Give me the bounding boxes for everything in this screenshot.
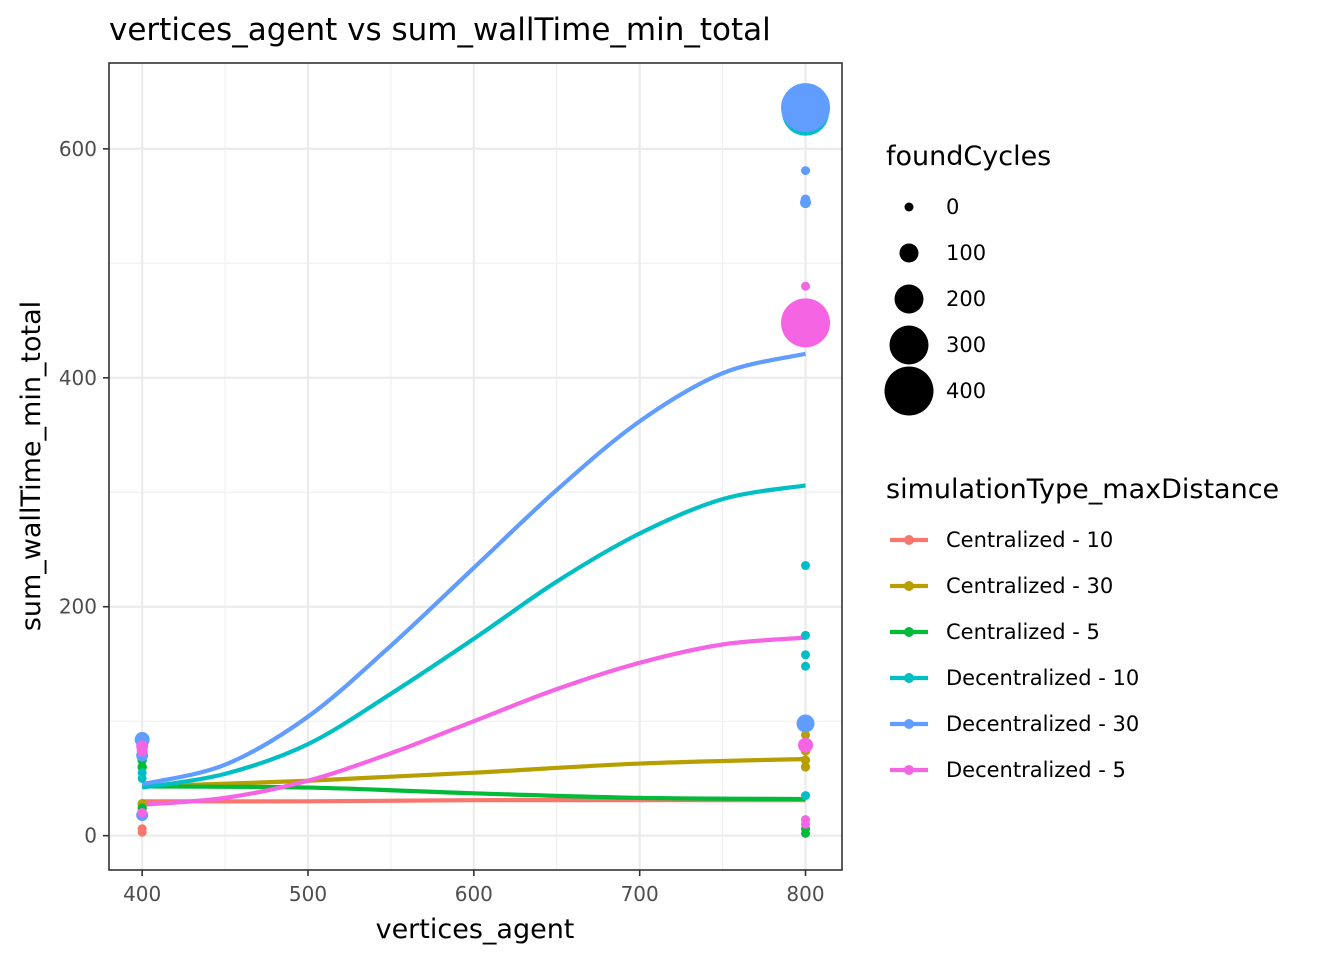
data-point-decentralized-5 [136,745,148,757]
data-point-decentralized-10 [801,650,811,660]
x-tick-label: 500 [289,882,327,906]
data-point-centralized-30 [800,755,811,765]
data-point-decentralized-30 [796,714,815,733]
data-point-centralized-30 [801,730,811,740]
y-tick-label: 600 [59,137,97,161]
y-tick-label: 0 [84,824,97,848]
plot-border [108,62,843,871]
color-legend-key-dot [904,719,914,729]
trend-lines [141,351,806,807]
color-legend-label: Centralized - 30 [946,574,1113,598]
trend-line-decentralized-5 [141,635,806,807]
data-point-centralized-5 [801,828,811,838]
data-point-decentralized-10 [801,791,811,801]
size-legend-key [904,202,914,212]
color-legend-key-dot [904,581,914,591]
size-legend-key [899,243,919,263]
data-point-decentralized-10 [801,630,811,640]
color-legend-label: Decentralized - 5 [946,758,1126,782]
data-point-decentralized-30 [781,83,831,133]
size-legend-label: 200 [946,287,986,311]
data-point-decentralized-5 [137,808,147,818]
x-tick-label: 800 [786,882,824,906]
data-point-decentralized-10 [801,561,811,571]
color-legend-label: Decentralized - 30 [946,712,1139,736]
data-point-decentralized-5 [798,737,814,753]
color-legend-title: simulationType_maxDistance [886,474,1279,505]
y-axis-title: sum_wallTime_min_total [16,301,47,631]
color-legend-label: Centralized - 5 [946,620,1100,644]
color-legend: simulationType_maxDistance Centralized -… [886,474,1279,782]
size-legend-label: 300 [946,333,986,357]
data-point-decentralized-10 [137,773,147,783]
x-tick-label: 600 [455,882,493,906]
plot-panel [109,63,842,870]
color-legend-key-dot [904,673,914,683]
color-legend-key-dot [904,535,914,545]
data-point-decentralized-30 [800,197,812,209]
color-legend-key-dot [904,765,914,775]
trend-line-centralized-30 [142,756,806,789]
data-point-centralized-10 [137,824,147,834]
size-legend-key [894,284,924,314]
data-point-decentralized-5 [781,298,831,348]
x-tick-label: 400 [123,882,161,906]
data-points [134,83,831,838]
color-legend-key-dot [904,627,914,637]
y-tick-label: 200 [59,595,97,619]
y-axis-ticks: 0 200 400 600 [59,137,109,848]
size-legend-label: 400 [946,379,986,403]
color-legend-label: Centralized - 10 [946,528,1113,552]
size-legend: foundCycles 0 100 200 300 400 [884,141,1051,416]
color-legend-label: Decentralized - 10 [946,666,1139,690]
size-legend-key [889,325,929,365]
x-tick-label: 700 [621,882,659,906]
data-point-decentralized-5 [801,819,811,829]
data-point-decentralized-30 [801,166,811,176]
size-legend-key [884,366,934,416]
data-point-centralized-30 [800,762,811,772]
y-tick-label: 400 [59,366,97,390]
size-legend-label: 100 [946,241,986,265]
data-point-decentralized-30 [799,110,813,124]
data-point-decentralized-5 [801,281,811,291]
x-axis-ticks: 400 500 600 700 800 [123,870,825,906]
x-axis-title: vertices_agent [376,914,575,945]
trend-line-decentralized-10 [141,483,806,790]
size-legend-title: foundCycles [886,141,1051,172]
chart-title: vertices_agent vs sum_wallTime_min_total [109,12,771,48]
data-point-decentralized-10 [801,661,811,671]
trend-line-decentralized-30 [141,351,806,787]
size-legend-label: 0 [946,195,959,219]
trend-line-centralized-5 [142,784,806,802]
